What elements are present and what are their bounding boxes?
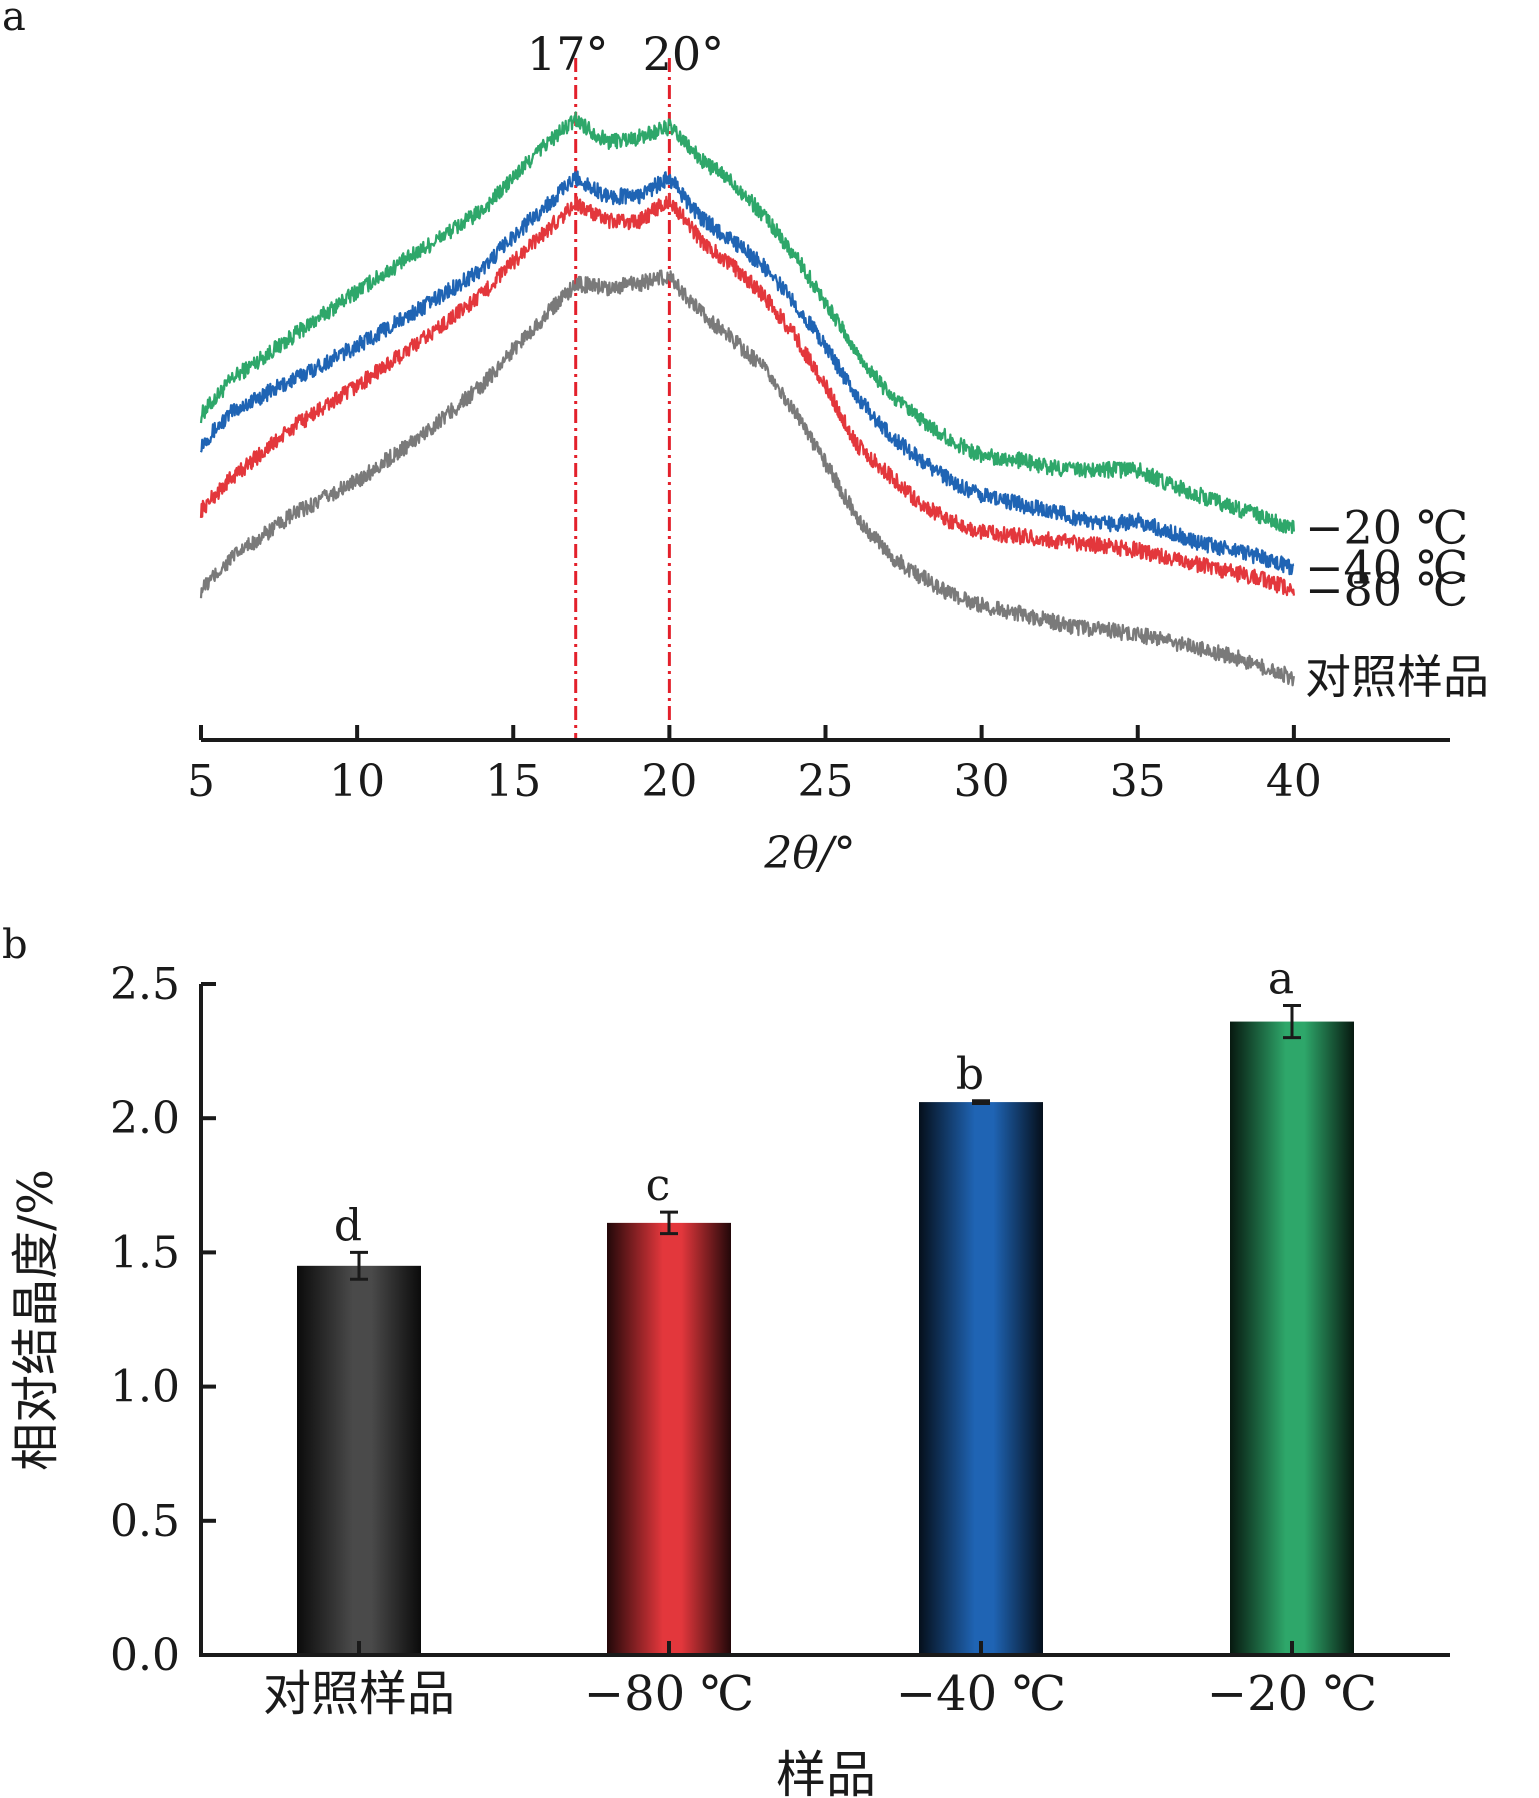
y-axis-ticks: 0.0 0.5 1.0 1.5 2.0 2.5 bbox=[110, 959, 216, 1681]
panel-b: b 0.0 0.5 1.0 1.5 2.0 2.5 d c b a 对照样品 −80 ℃ −40 ℃… bbox=[2, 922, 1450, 1798]
y-tick-label: 1.5 bbox=[110, 1227, 180, 1278]
series-line-40 bbox=[199, 170, 1295, 576]
x-tick-label: 30 bbox=[954, 756, 1010, 807]
category-label-40: −40 ℃ bbox=[896, 1666, 1066, 1722]
y-axis-title: 相对结晶度/% bbox=[8, 1169, 64, 1471]
significance-letter: c bbox=[646, 1160, 671, 1211]
significance-letters: d c b a bbox=[334, 953, 1294, 1251]
x-axis-ticks: 5 10 15 20 25 30 35 40 bbox=[187, 725, 1322, 807]
bar-80 bbox=[607, 1222, 731, 1655]
series-line-80 bbox=[199, 192, 1295, 597]
reference-label-17: 17° bbox=[527, 27, 609, 81]
x-tick-label: 10 bbox=[329, 756, 385, 807]
y-tick-label: 1.0 bbox=[110, 1362, 180, 1413]
bar-20 bbox=[1230, 1021, 1354, 1655]
series-label-20: −20 ℃ bbox=[1305, 500, 1468, 554]
reference-lines: 17° 20° bbox=[527, 27, 724, 740]
error-bars bbox=[350, 1003, 1301, 1281]
x-axis-title-b: 样品 bbox=[776, 1746, 876, 1798]
panel-b-label: b bbox=[2, 922, 28, 968]
y-tick-label: 0.5 bbox=[110, 1496, 180, 1547]
x-tick-label: 35 bbox=[1110, 756, 1166, 807]
y-tick-label: 0.0 bbox=[110, 1630, 180, 1681]
bar-40 bbox=[919, 1102, 1043, 1655]
x-tick-label: 40 bbox=[1266, 756, 1322, 807]
category-label-item-0: 对照样品 bbox=[263, 1666, 455, 1722]
significance-letter: d bbox=[334, 1200, 362, 1251]
x-tick-label: 25 bbox=[798, 756, 854, 807]
x-tick-label: 15 bbox=[485, 756, 541, 807]
significance-letter: a bbox=[1268, 953, 1294, 1004]
x-tick-label: 5 bbox=[187, 756, 215, 807]
y-tick-label: 2.0 bbox=[110, 1093, 180, 1144]
x-tick-label: 20 bbox=[641, 756, 697, 807]
diffraction-series: −20 ℃−40 ℃−80 ℃ 对照样品 bbox=[199, 111, 1489, 704]
panel-a-label: a bbox=[2, 0, 26, 40]
series-label-80: −80 ℃ bbox=[1305, 562, 1468, 616]
series-line-item-3 bbox=[199, 269, 1295, 687]
bars bbox=[297, 1021, 1354, 1655]
series-line-20 bbox=[199, 111, 1295, 535]
series-label-item-3: 对照样品 bbox=[1305, 650, 1489, 704]
x-axis-title: 2θ/° bbox=[763, 828, 855, 879]
reference-label-20: 20° bbox=[643, 27, 725, 81]
category-label-20: −20 ℃ bbox=[1207, 1666, 1377, 1722]
significance-letter: b bbox=[956, 1049, 984, 1100]
series-label-40: −40 ℃ bbox=[1305, 540, 1468, 594]
x-axis-ticks-b: 对照样品 −80 ℃ −40 ℃ −20 ℃ bbox=[263, 1641, 1377, 1722]
bar-item-0 bbox=[297, 1265, 421, 1655]
panel-a: a 17° 20° −20 ℃−40 ℃−80 ℃ 对照样品 5 10 15 20 25 30… bbox=[2, 0, 1489, 879]
y-tick-label: 2.5 bbox=[110, 959, 180, 1010]
category-label-80: −80 ℃ bbox=[584, 1666, 754, 1722]
